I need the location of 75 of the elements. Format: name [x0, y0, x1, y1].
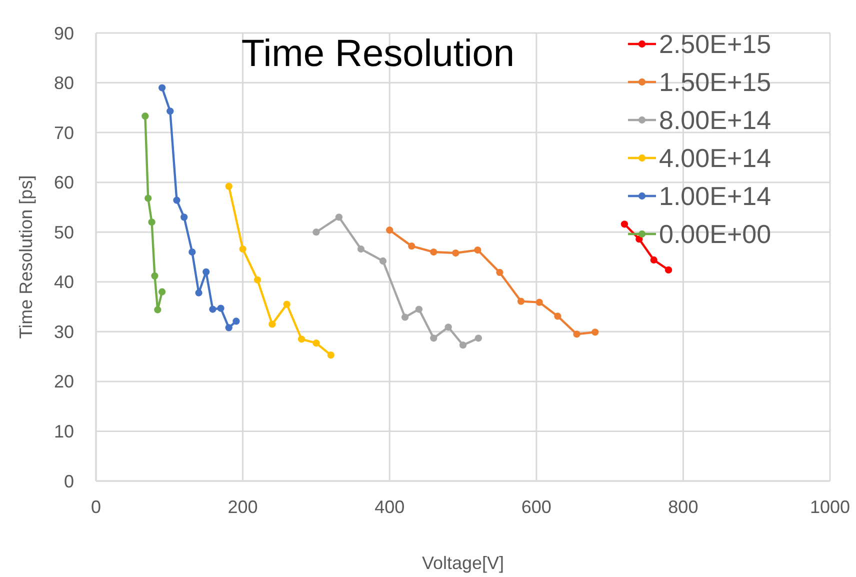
point — [148, 218, 156, 226]
point — [151, 272, 158, 280]
point — [573, 330, 580, 338]
point — [312, 340, 320, 347]
point — [452, 249, 460, 257]
point — [202, 268, 210, 276]
point — [225, 182, 232, 190]
point — [232, 318, 240, 325]
point — [496, 268, 504, 276]
point — [536, 298, 543, 306]
point — [239, 245, 246, 253]
chart-title: Time Resolution — [241, 33, 515, 75]
point — [379, 257, 387, 265]
legend-label: 4.00E+14 — [659, 143, 772, 174]
point — [283, 300, 290, 308]
point — [298, 336, 306, 343]
y-axis-title: Time Resolution [ps] — [16, 175, 36, 339]
point — [474, 246, 482, 254]
point — [180, 214, 188, 221]
point — [636, 236, 643, 243]
point — [459, 342, 467, 349]
y-tick-label: 20 — [54, 372, 74, 392]
point — [217, 304, 224, 312]
y-tick-label: 30 — [54, 322, 74, 342]
y-tick-label: 70 — [54, 122, 74, 143]
legend-label: 0.00E+00 — [659, 219, 772, 250]
x-tick-label: 800 — [668, 497, 698, 517]
point — [327, 352, 334, 359]
point — [195, 289, 202, 296]
point — [209, 306, 216, 313]
point — [154, 306, 162, 314]
legend-label: 1.00E+14 — [659, 181, 772, 212]
y-tick-label: 40 — [54, 272, 74, 292]
point — [188, 248, 196, 256]
point — [158, 288, 166, 296]
y-tick-label: 80 — [54, 73, 74, 94]
point — [254, 276, 262, 284]
point — [430, 334, 438, 342]
point — [312, 228, 320, 236]
x-tick-label: 0 — [90, 497, 102, 517]
point — [650, 256, 658, 264]
point — [142, 112, 149, 120]
y-tick-label: 50 — [54, 222, 74, 242]
legend-label: 2.50E+15 — [659, 29, 772, 60]
point — [444, 324, 452, 331]
point — [620, 220, 628, 228]
point — [415, 306, 423, 313]
point — [173, 196, 180, 204]
point — [408, 242, 416, 250]
point — [554, 312, 562, 320]
x-tick-label: 600 — [521, 497, 552, 517]
point — [664, 266, 672, 274]
y-tick-label: 60 — [54, 172, 74, 193]
point — [474, 334, 482, 342]
x-tick-label: 200 — [228, 497, 258, 517]
point — [144, 194, 152, 202]
y-tick-label: 0 — [64, 471, 74, 492]
point — [335, 214, 343, 221]
legend-label: 1.50E+15 — [659, 67, 772, 98]
x-tick-label: 400 — [374, 497, 405, 517]
point — [158, 84, 166, 92]
point — [517, 298, 525, 305]
point — [401, 314, 409, 321]
point — [268, 320, 276, 328]
y-tick-label: 90 — [54, 23, 74, 44]
point — [225, 324, 232, 332]
x-tick-label: 1000 — [810, 497, 850, 517]
point — [430, 248, 438, 256]
point — [386, 226, 394, 234]
x-axis-title: Voltage[V] — [422, 553, 504, 573]
point — [166, 108, 174, 115]
y-tick-label: 10 — [54, 422, 74, 442]
point — [592, 328, 599, 336]
legend-label: 8.00E+14 — [659, 105, 772, 136]
point — [357, 245, 365, 253]
